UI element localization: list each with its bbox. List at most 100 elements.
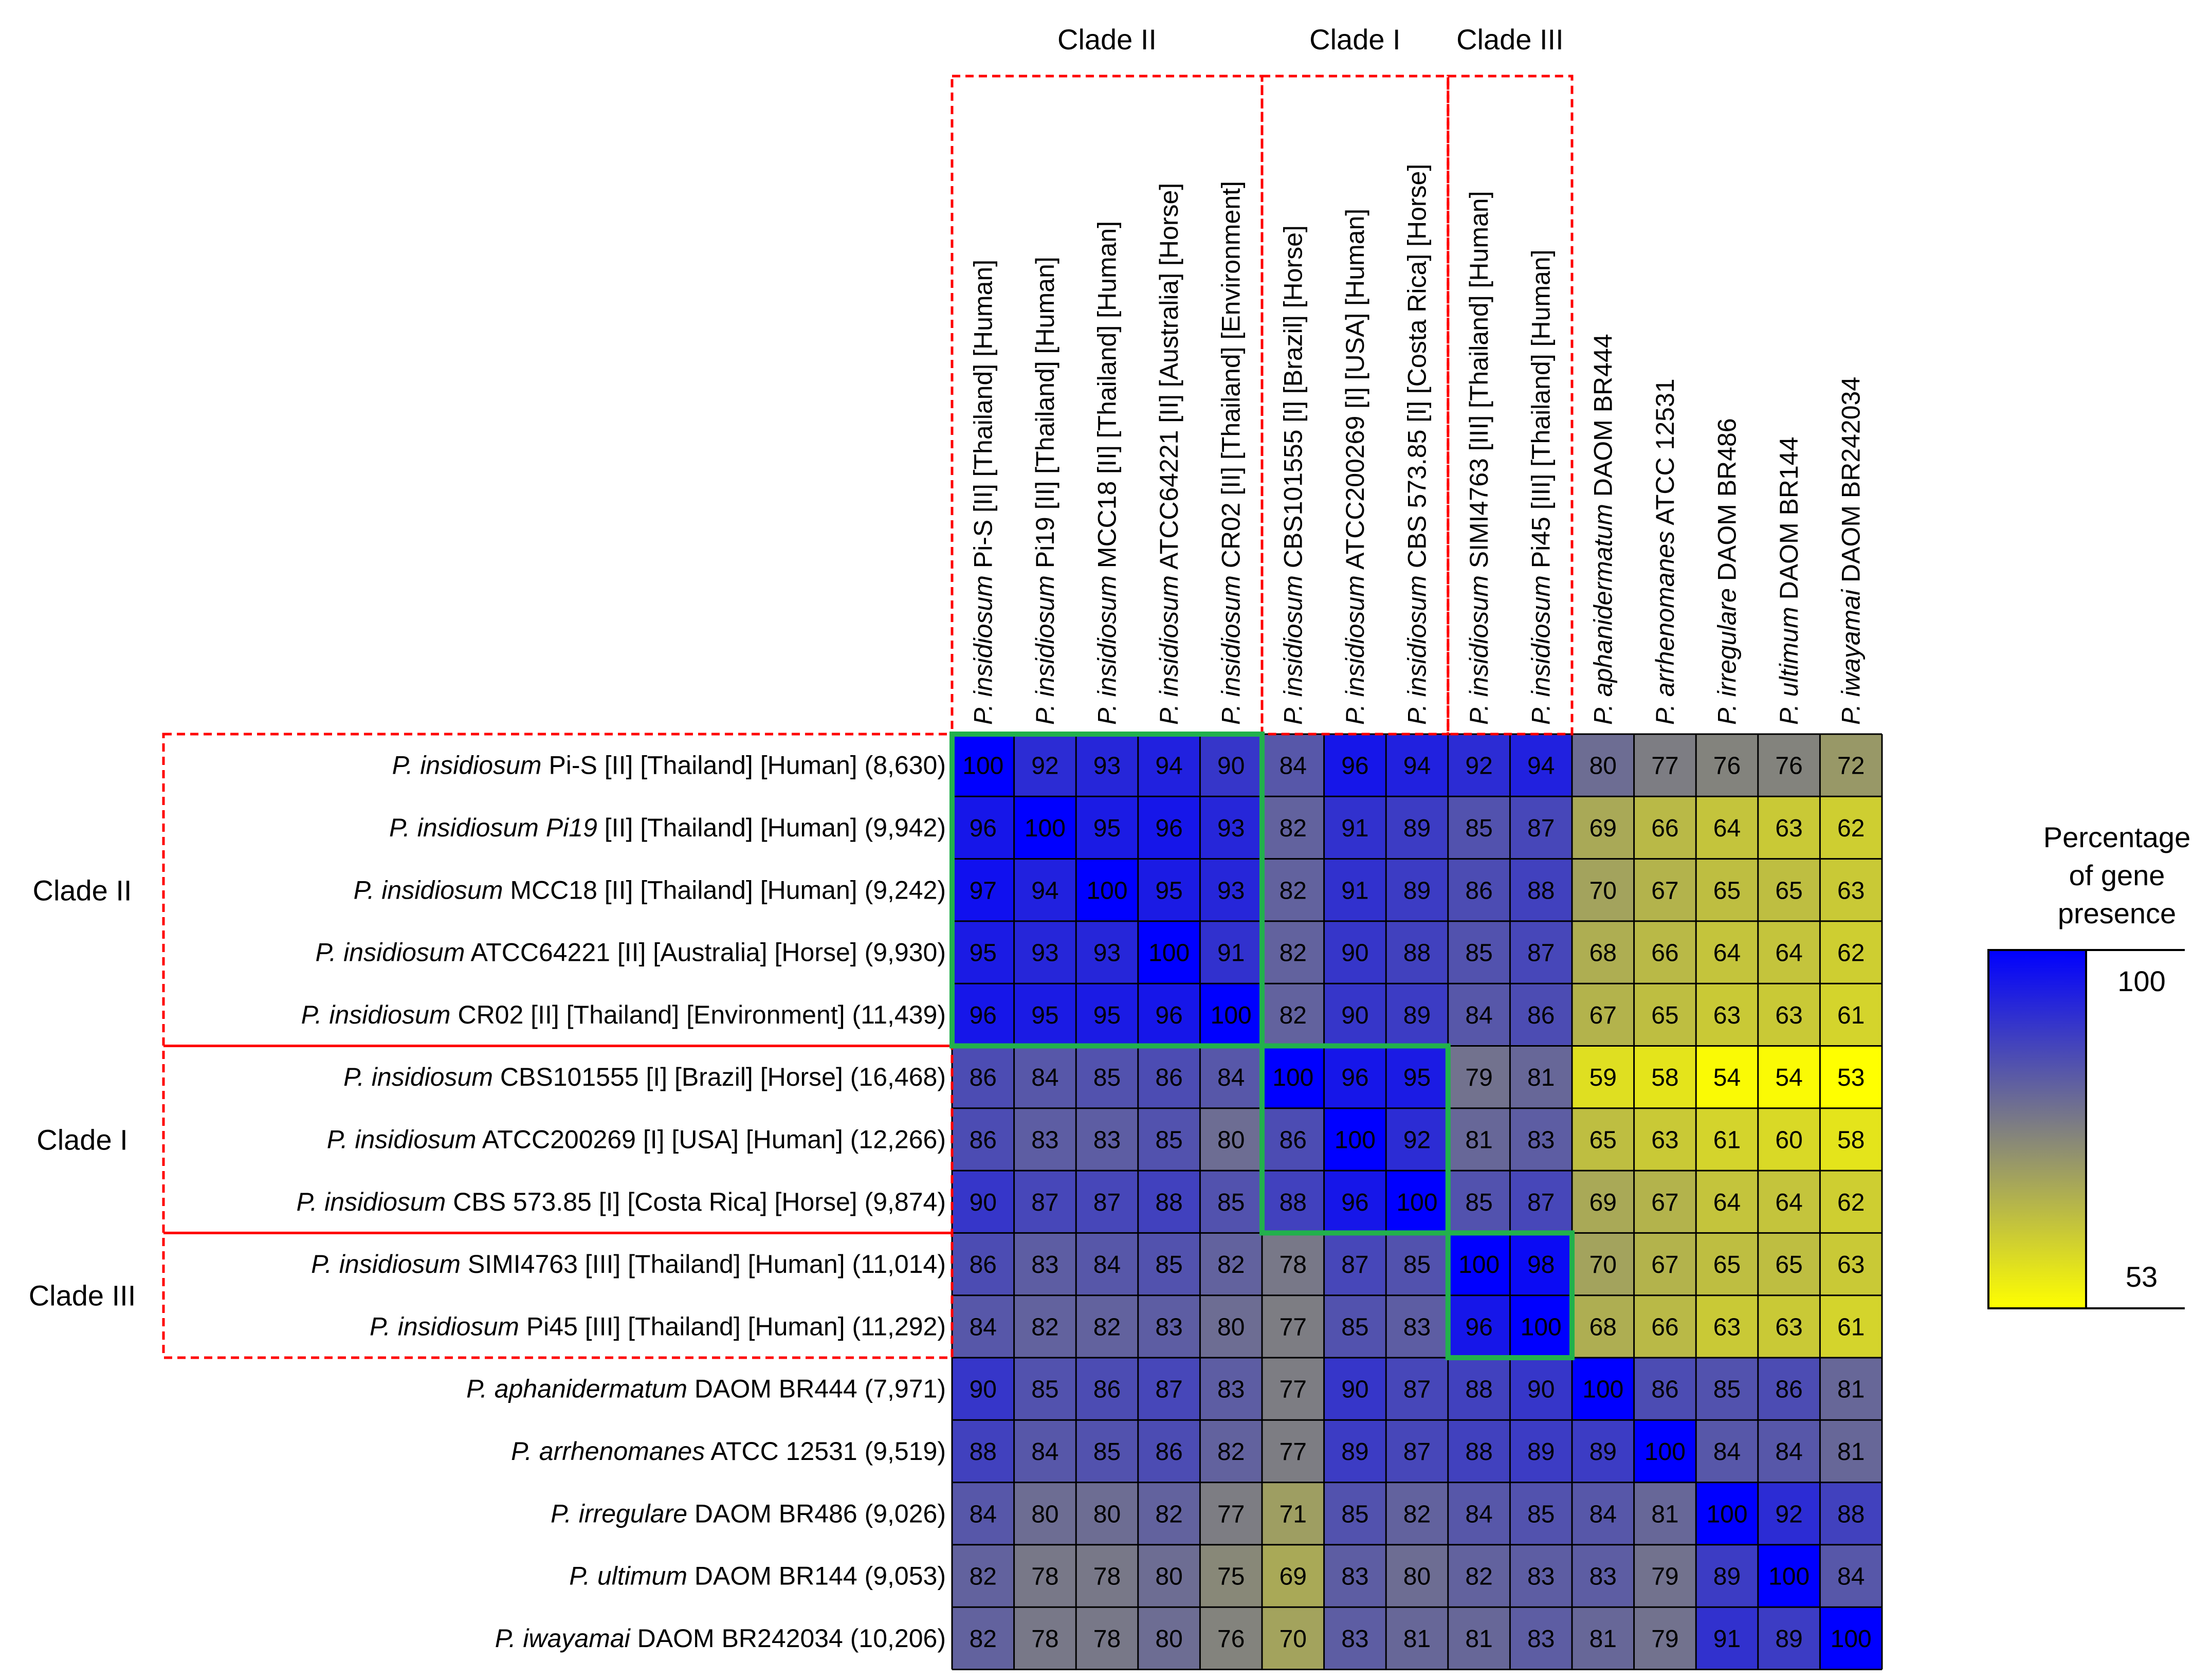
heatmap-cell (1572, 921, 1634, 984)
heatmap-cell (1448, 983, 1510, 1046)
cell-value-label: 100 (962, 753, 1003, 780)
cell-value-label: 64 (1713, 815, 1741, 842)
heatmap-cell (1200, 983, 1262, 1046)
heatmap-cell (1572, 734, 1634, 797)
heatmap-cell (1820, 1420, 1882, 1483)
cell-value-label: 88 (1465, 1438, 1492, 1466)
heatmap-cell (1758, 1233, 1820, 1295)
heatmap-cell (1324, 1295, 1386, 1358)
heatmap-cell (1820, 1108, 1882, 1171)
cell-value-label: 86 (970, 1251, 997, 1279)
heatmap-cell (1014, 1482, 1076, 1545)
heatmap-cell (1200, 1544, 1262, 1608)
heatmap-cell (1324, 1108, 1386, 1171)
cell-value-label: 86 (1093, 1376, 1121, 1403)
heatmap-cell (1634, 734, 1696, 797)
row-label: P. ultimum DAOM BR144 (9,053) (569, 1562, 946, 1591)
cell-value-label: 82 (1280, 1002, 1307, 1029)
heatmap-cell (1510, 1295, 1572, 1358)
heatmap-cell (1076, 983, 1138, 1046)
heatmap-cell (1572, 1607, 1634, 1670)
cell-value-label: 84 (1775, 1438, 1802, 1466)
cell-value-label: 96 (970, 1002, 997, 1029)
heatmap-cell (1014, 1295, 1076, 1358)
heatmap-cell (1324, 921, 1386, 984)
cell-value-label: 91 (1341, 877, 1368, 904)
heatmap-cell (1386, 1171, 1448, 1233)
cell-value-label: 89 (1403, 1002, 1431, 1029)
heatmap-cell (952, 859, 1014, 921)
cell-value-label: 90 (1527, 1376, 1555, 1403)
heatmap-cell (1386, 1607, 1448, 1670)
cell-value-label: 100 (1831, 1626, 1872, 1653)
cell-value-label: 84 (1837, 1563, 1865, 1591)
cell-value-label: 96 (970, 815, 997, 842)
heatmap-cell (1262, 1171, 1324, 1233)
cell-value-label: 63 (1775, 815, 1802, 842)
heatmap-cell (1820, 1171, 1882, 1233)
heatmap-cell (1820, 1544, 1882, 1608)
cell-value-label: 100 (1335, 1126, 1376, 1154)
column-label: P. insidiosum SIMI4763 [III] [Thailand] … (1465, 191, 1493, 725)
heatmap-cell (952, 1295, 1014, 1358)
heatmap-cell (1510, 1108, 1572, 1171)
cell-value-label: 70 (1589, 877, 1617, 904)
cell-value-label: 84 (1465, 1002, 1492, 1029)
cell-value-label: 85 (1155, 1251, 1182, 1279)
cell-value-label: 82 (1465, 1563, 1492, 1591)
cell-value-label: 64 (1775, 1189, 1802, 1216)
cell-value-label: 83 (1341, 1563, 1368, 1591)
cell-value-label: 82 (970, 1626, 997, 1653)
cell-value-label: 93 (1031, 940, 1058, 967)
heatmap-cell (1014, 1420, 1076, 1483)
heatmap-cell (1386, 1544, 1448, 1608)
cell-value-label: 89 (1775, 1626, 1802, 1653)
cell-value-label: 91 (1217, 940, 1245, 967)
heatmap-cell (1572, 1420, 1634, 1483)
cell-value-label: 85 (1465, 815, 1492, 842)
heatmap-cell (1014, 734, 1076, 797)
cell-value-label: 87 (1527, 1189, 1555, 1216)
cell-value-label: 84 (970, 1313, 997, 1341)
cell-value-label: 100 (1582, 1376, 1623, 1403)
cell-value-label: 86 (1280, 1126, 1307, 1154)
heatmap-cell (952, 1544, 1014, 1608)
column-label: P. iwayamai DAOM BR242034 (1837, 377, 1866, 725)
cell-value-label: 89 (1713, 1563, 1741, 1591)
heatmap-cell (1634, 1108, 1696, 1171)
cell-value-label: 87 (1093, 1189, 1121, 1216)
heatmap-cell (952, 796, 1014, 859)
cell-value-label: 81 (1465, 1126, 1492, 1154)
cell-value-label: 81 (1651, 1501, 1678, 1528)
heatmap-cell (1262, 921, 1324, 984)
cell-value-label: 66 (1651, 815, 1678, 842)
cell-value-label: 87 (1155, 1376, 1182, 1403)
heatmap-cell (1262, 1482, 1324, 1545)
cell-value-label: 87 (1527, 940, 1555, 967)
heatmap-cell (1200, 1420, 1262, 1483)
heatmap-cell (1510, 921, 1572, 984)
cell-value-label: 89 (1341, 1438, 1368, 1466)
cell-value-label: 69 (1589, 1189, 1617, 1216)
row-label: P. insidiosum Pi-S [II] [Thailand] [Huma… (392, 751, 946, 780)
cell-value-label: 83 (1093, 1126, 1121, 1154)
heatmap-cell (1634, 1295, 1696, 1358)
heatmap-cell (1820, 1046, 1882, 1108)
heatmap-cell (1138, 1607, 1200, 1670)
heatmap-cell (1510, 1420, 1572, 1483)
heatmap-cell (1634, 859, 1696, 921)
heatmap-cell (1448, 1046, 1510, 1108)
cell-value-label: 85 (1403, 1251, 1431, 1279)
cell-value-label: 83 (1527, 1126, 1555, 1154)
cell-value-label: 63 (1775, 1313, 1802, 1341)
heatmap-cell (1324, 1607, 1386, 1670)
cell-value-label: 88 (1837, 1501, 1865, 1528)
heatmap-cell (1758, 1482, 1820, 1545)
heatmap-cell (1758, 734, 1820, 797)
column-label: P. insidiosum Pi-S [II] [Thailand] [Huma… (968, 260, 997, 725)
cell-value-label: 70 (1280, 1626, 1307, 1653)
cell-value-label: 77 (1651, 753, 1678, 780)
clade-row-label: Clade II (33, 874, 132, 906)
heatmap-cell (1386, 734, 1448, 797)
color-legend: Percentage of gene presence 100 53 (1987, 821, 2190, 1309)
